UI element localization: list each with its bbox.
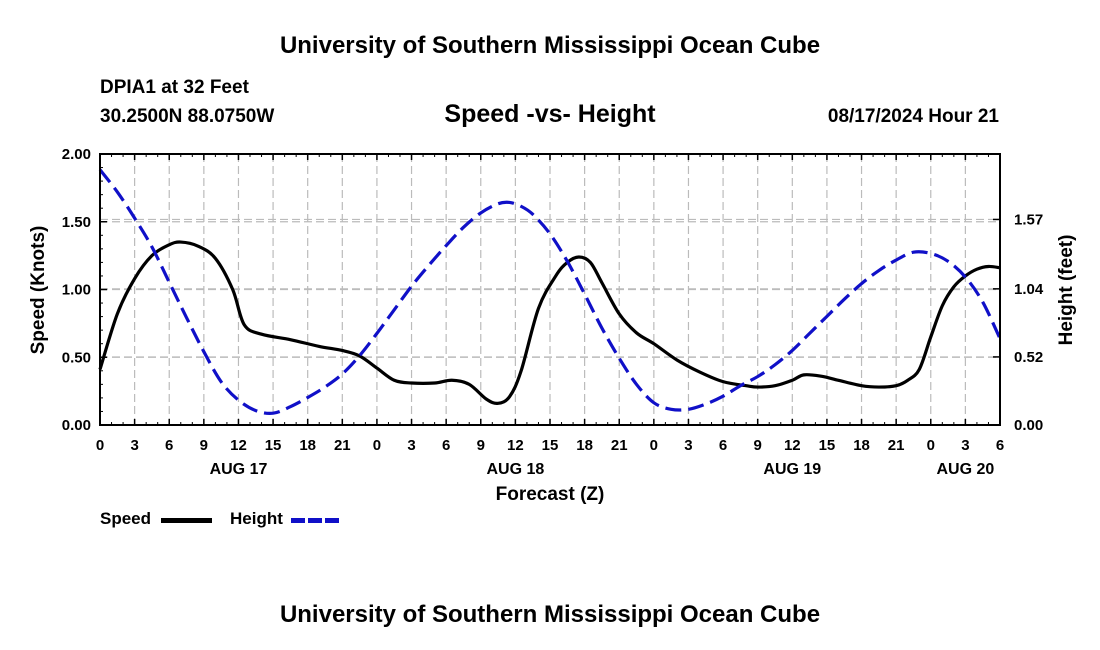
x-tick-label: 9	[200, 437, 208, 454]
legend-height-label: Height	[230, 509, 283, 528]
chart-title: University of Southern Mississippi Ocean…	[279, 32, 821, 59]
x-tick-label: 18	[576, 437, 593, 454]
forecast-datetime: 08/17/2024 Hour 21	[827, 106, 999, 127]
y-left-tick-label: 0.00	[62, 417, 91, 434]
legend-speed-label: Speed	[100, 509, 152, 528]
x-tick-label: 12	[230, 437, 247, 454]
day-label: AUG 20	[936, 461, 994, 478]
legend-speed-swatch	[161, 518, 212, 523]
x-tick-label: 15	[265, 437, 282, 454]
x-tick-label: 12	[507, 437, 524, 454]
x-tick-label: 0	[927, 437, 935, 454]
x-tick-label: 21	[611, 437, 628, 454]
location-label: 30.2500N 88.0750W	[100, 106, 275, 127]
y-right-tick-label: 1.04	[1014, 281, 1044, 298]
x-tick-label: 3	[684, 437, 692, 454]
x-tick-label: 18	[853, 437, 870, 454]
y-right-tick-label: 0.52	[1014, 349, 1043, 366]
series-speed-line	[98, 240, 1001, 406]
day-label: AUG 18	[486, 461, 544, 478]
x-tick-label: 6	[442, 437, 450, 454]
x-axis-label: Forecast (Z)	[496, 484, 605, 505]
x-tick-label: 6	[719, 437, 727, 454]
chart-subtitle: Speed -vs- Height	[444, 100, 656, 128]
legend-height-swatch	[291, 518, 342, 523]
series-height-line	[98, 168, 1002, 415]
x-tick-label: 9	[477, 437, 485, 454]
chart-plot: 0 3 6 9 12 15 18 21 0 3 6 9 12 15 18 21 0 3 6 9 12 15 18 21 0 3 6A…	[28, 146, 1077, 505]
x-tick-label: 12	[784, 437, 801, 454]
tick-marks	[99, 153, 1001, 426]
x-tick-label: 3	[130, 437, 138, 454]
x-tick-label: 3	[407, 437, 415, 454]
x-tick-label: 6	[996, 437, 1004, 454]
y-left-tick-label: 1.00	[62, 282, 91, 299]
series-layer	[98, 168, 1002, 415]
grid-lines	[100, 154, 1000, 426]
day-label: AUG 17	[210, 461, 268, 478]
x-tick-label: 21	[888, 437, 905, 454]
day-label: AUG 19	[763, 461, 821, 478]
x-tick-label: 0	[96, 437, 104, 454]
x-tick-label: 3	[961, 437, 969, 454]
x-tick-label: 6	[165, 437, 173, 454]
x-tick-label: 18	[299, 437, 316, 454]
y-right-tick-label: 0.00	[1014, 417, 1043, 434]
x-tick-label: 9	[754, 437, 762, 454]
footer-title: University of Southern Mississippi Ocean…	[279, 601, 821, 628]
x-tick-label: 0	[650, 437, 658, 454]
x-tick-label: 0	[373, 437, 381, 454]
y-left-tick-label: 1.50	[62, 214, 91, 231]
y-axis-left-label: Speed (Knots)	[28, 226, 49, 355]
y-left-tick-label: 2.00	[62, 146, 91, 163]
y-left-tick-label: 0.50	[62, 349, 91, 366]
tick-labels: 0 3 6 9 12 15 18 21 0 3 6 9 12 15 18 21 0 3 6 9 12 15 18 21 0 3 6A…	[62, 146, 1044, 478]
y-axis-right-label: Height (feet)	[1056, 235, 1077, 346]
y-right-tick-label: 1.57	[1014, 211, 1043, 228]
x-tick-label: 21	[334, 437, 351, 454]
station-label: DPIA1 at 32 Feet	[100, 77, 249, 98]
x-tick-label: 15	[542, 437, 559, 454]
x-tick-label: 15	[819, 437, 836, 454]
